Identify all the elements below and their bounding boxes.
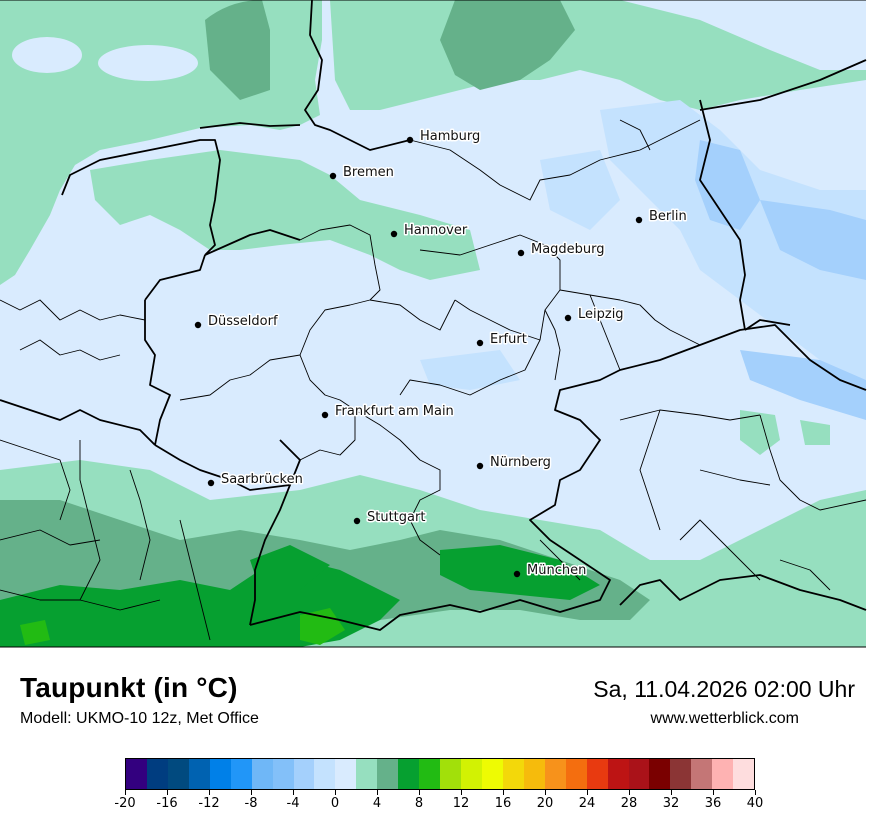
tick-mark xyxy=(502,790,504,795)
tick-mark xyxy=(460,790,462,795)
colorbar-segment xyxy=(188,759,210,789)
tick-label: 36 xyxy=(704,796,722,811)
city-marker-icon xyxy=(329,172,337,180)
tick-label: 24 xyxy=(578,796,596,811)
colorbar-segment xyxy=(293,759,315,789)
colorbar-legend xyxy=(125,758,755,790)
colorbar-segment xyxy=(502,759,524,789)
tick-mark xyxy=(586,790,588,795)
colorbar-segment xyxy=(440,759,461,789)
city-label: Stuttgart xyxy=(367,510,425,525)
colorbar-segment xyxy=(314,759,336,789)
tick-mark xyxy=(334,790,336,795)
city-marker-icon xyxy=(476,339,484,347)
tick-mark xyxy=(250,790,252,795)
tick-mark xyxy=(208,790,210,795)
tick-mark xyxy=(544,790,546,795)
dewpoint-map: Hamburg Bremen Berlin Hannover Magdeburg Leip… xyxy=(0,0,867,648)
city-marker-icon xyxy=(353,517,361,525)
map-canvas: Hamburg Bremen Berlin Hannover Magdeburg Leip… xyxy=(0,0,867,648)
city-marker-icon xyxy=(390,230,398,238)
tick-label: 40 xyxy=(746,796,764,811)
colorbar-segment xyxy=(272,759,294,789)
model-info: Modell: UKMO-10 12z, Met Office xyxy=(20,710,259,727)
tick-mark xyxy=(628,790,630,795)
city-label: Düsseldorf xyxy=(208,314,278,329)
city-marker-icon xyxy=(406,136,414,144)
city-label: Leipzig xyxy=(578,307,624,322)
tick-label: 8 xyxy=(414,796,424,811)
colorbar-segment xyxy=(377,759,399,789)
colorbar-segment xyxy=(251,759,273,789)
city-marker-icon xyxy=(635,216,643,224)
colorbar-segment xyxy=(356,759,378,789)
tick-label: -20 xyxy=(114,796,136,811)
tick-mark xyxy=(292,790,294,795)
city-label: Hamburg xyxy=(420,129,480,144)
city-marker-icon xyxy=(207,479,215,487)
city-label: Nürnberg xyxy=(490,455,551,470)
tick-label: 0 xyxy=(330,796,340,811)
colorbar-segment xyxy=(733,759,755,789)
city-marker-icon xyxy=(321,411,329,419)
tick-label: 12 xyxy=(452,796,470,811)
colorbar-segment xyxy=(126,759,147,789)
tick-mark xyxy=(376,790,378,795)
city-label: Erfurt xyxy=(490,332,527,347)
colorbar-segment xyxy=(523,759,545,789)
city-marker-icon xyxy=(517,249,525,257)
colorbar-segment xyxy=(712,759,734,789)
valid-datetime: Sa, 11.04.2026 02:00 Uhr xyxy=(593,676,855,702)
tick-label: 32 xyxy=(662,796,680,811)
tick-mark xyxy=(418,790,420,795)
colorbar-segment xyxy=(649,759,671,789)
city-label: Magdeburg xyxy=(531,242,605,257)
colorbar-segment xyxy=(230,759,252,789)
colorbar-segment xyxy=(398,759,420,789)
colorbar-segment xyxy=(670,759,692,789)
colorbar-segment xyxy=(565,759,587,789)
colorbar-segment xyxy=(209,759,231,789)
colorbar-segment xyxy=(481,759,503,789)
city-label: München xyxy=(527,563,586,578)
colorbar-segment xyxy=(607,759,629,789)
colorbar-segment xyxy=(419,759,441,789)
tick-mark xyxy=(124,790,126,795)
tick-label: -16 xyxy=(156,796,178,811)
colorbar-segment xyxy=(586,759,608,789)
tick-label: -8 xyxy=(244,796,258,811)
colorbar-segment xyxy=(146,759,168,789)
tick-label: 28 xyxy=(620,796,638,811)
city-label: Saarbrücken xyxy=(221,472,303,487)
city-marker-icon xyxy=(513,570,521,578)
city-label: Hannover xyxy=(404,223,468,238)
colorbar-segment xyxy=(544,759,566,789)
tick-label: -4 xyxy=(286,796,300,811)
tick-mark xyxy=(670,790,672,795)
website-link[interactable]: www.wetterblick.com xyxy=(650,710,799,727)
tick-mark xyxy=(754,790,756,795)
city-label: Berlin xyxy=(649,209,687,224)
city-marker-icon xyxy=(194,321,202,329)
city-markers: Hamburg Bremen Berlin Hannover Magdeburg Leip… xyxy=(194,128,688,580)
tick-label: -12 xyxy=(198,796,220,811)
tick-mark xyxy=(712,790,714,795)
city-marker-icon xyxy=(476,462,484,470)
colorbar-segment xyxy=(628,759,650,789)
colorbar-segment xyxy=(461,759,482,789)
tick-label: 4 xyxy=(372,796,382,811)
tick-label: 20 xyxy=(536,796,554,811)
tick-mark xyxy=(166,790,168,795)
tick-label: 16 xyxy=(494,796,512,811)
map-title: Taupunkt (in °C) xyxy=(20,672,238,703)
colorbar-ticks: -20 -16 -12 -8 -4 0 4 8 12 16 20 24 28 32 36 40 xyxy=(114,790,763,820)
colorbar-segment xyxy=(167,759,189,789)
colorbar-segment xyxy=(335,759,357,789)
city-label: Frankfurt am Main xyxy=(335,404,454,419)
city-label: Bremen xyxy=(343,165,394,180)
colorbar-segment xyxy=(691,759,713,789)
city-marker-icon xyxy=(564,314,572,322)
